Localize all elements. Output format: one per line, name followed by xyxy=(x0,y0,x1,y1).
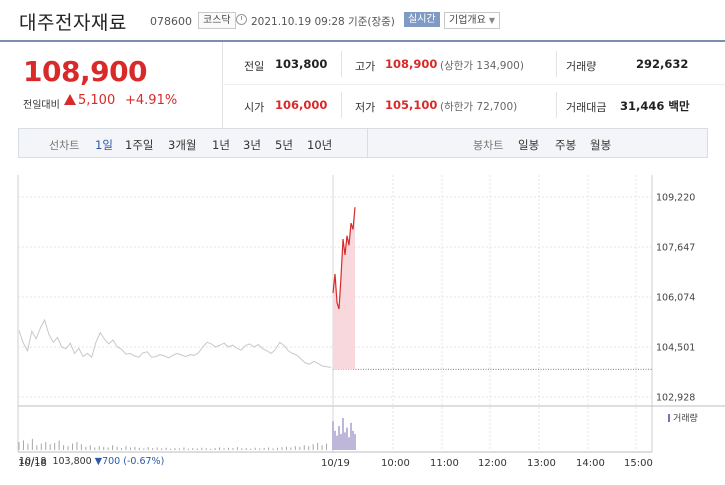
company-overview-label: 기업개요 xyxy=(449,15,486,26)
y-tick-label: 106,074 xyxy=(656,293,695,304)
tab-1day[interactable]: 1일 xyxy=(95,138,113,152)
x-tick-label: 12:00 xyxy=(478,458,507,469)
clock-icon xyxy=(236,14,247,25)
y-tick-label: 107,647 xyxy=(656,243,695,254)
candle-chart-label: 봉차트 xyxy=(473,139,504,152)
x-tick-label: 10/18 xyxy=(18,458,47,469)
stats-col-divider xyxy=(341,51,342,77)
stats-col-divider xyxy=(556,51,557,77)
summary-change-percent: (-0.67%) xyxy=(123,456,165,467)
tab-divider xyxy=(367,128,368,158)
stock-code: 078600 xyxy=(150,15,192,28)
low-label: 저가 xyxy=(355,101,376,114)
y-tick-label: 104,501 xyxy=(656,343,695,354)
x-tick-label: 10/19 xyxy=(321,458,350,469)
tab-3year[interactable]: 3년 xyxy=(243,138,261,152)
today-area xyxy=(333,207,355,370)
x-tick-label: 10:00 xyxy=(381,458,410,469)
company-overview-dropdown[interactable]: 기업개요 ▼ xyxy=(444,12,500,29)
tab-10year[interactable]: 10년 xyxy=(307,138,333,152)
open-value: 106,000 xyxy=(275,98,328,112)
stats-col-divider xyxy=(341,92,342,118)
lower-limit: (하한가 72,700) xyxy=(440,101,518,113)
up-arrow-icon xyxy=(64,94,76,105)
tab-1year[interactable]: 1년 xyxy=(212,138,230,152)
price-change-percent: +4.91% xyxy=(125,93,178,108)
prev-close-value: 103,800 xyxy=(275,57,328,71)
volume-legend: 거래량 xyxy=(668,411,698,424)
volume-value: 292,632 xyxy=(636,57,689,71)
summary-date: 10/18 xyxy=(19,456,47,467)
x-tick-label: 11:00 xyxy=(430,458,459,469)
upper-limit: (상한가 134,900) xyxy=(440,60,524,72)
prev-diff-label: 전일대비 xyxy=(23,100,60,111)
y-tick-label: 102,928 xyxy=(656,393,695,404)
today-line xyxy=(332,207,356,310)
current-price: 108,900 xyxy=(23,55,148,88)
high-label: 고가 xyxy=(355,60,376,73)
stock-name: 대주전자재료 xyxy=(19,12,127,34)
volume-label: 거래량 xyxy=(566,60,597,73)
market-badge: 코스닥 xyxy=(198,12,236,29)
tab-monthly-candle[interactable]: 월봉 xyxy=(590,138,612,152)
amount-label: 거래대금 xyxy=(566,101,607,114)
amount-value: 31,446 백만 xyxy=(620,99,690,113)
price-panel xyxy=(0,42,223,128)
summary-close: 103,800 xyxy=(52,456,92,467)
stats-row-divider xyxy=(222,84,725,85)
tab-weekly-candle[interactable]: 주봉 xyxy=(555,138,577,152)
chevron-down-icon: ▼ xyxy=(488,16,495,25)
x-tick-label: 15:00 xyxy=(624,458,653,469)
x-tick-label: 14:00 xyxy=(576,458,605,469)
summary-change: ▼700 xyxy=(94,456,121,467)
y-tick-label: 109,220 xyxy=(656,193,695,204)
x-tick-label: 13:00 xyxy=(527,458,556,469)
stats-col-divider xyxy=(556,92,557,118)
realtime-button[interactable]: 실시간 xyxy=(404,12,440,27)
chart-tab-bar xyxy=(18,128,708,158)
low-value: 105,100 xyxy=(385,98,438,112)
tab-1week[interactable]: 1주일 xyxy=(125,138,154,152)
tab-5year[interactable]: 5년 xyxy=(275,138,293,152)
price-chart: 109,220 107,647 106,074 104,501 102,928 10/18… xyxy=(17,175,725,469)
open-label: 시가 xyxy=(244,101,265,114)
price-change: 5,100 xyxy=(78,93,116,108)
prev-day-summary: 10/18 103,800 ▼700 (-0.67%) xyxy=(19,456,164,467)
tab-daily-candle[interactable]: 일봉 xyxy=(518,138,540,152)
prev-day-line xyxy=(18,318,332,368)
tab-3month[interactable]: 3개월 xyxy=(168,138,197,152)
quote-datetime: 2021.10.19 09:28 기준(장중) xyxy=(251,16,395,28)
line-chart-label: 선차트 xyxy=(49,139,80,152)
prev-close-label: 전일 xyxy=(244,60,265,73)
high-value: 108,900 xyxy=(385,57,438,71)
header-divider xyxy=(0,40,725,42)
